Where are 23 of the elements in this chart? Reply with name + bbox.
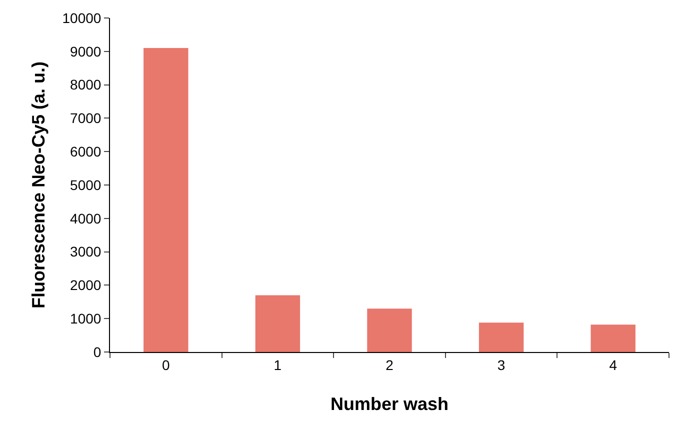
x-tick-label: 1 [274,356,282,373]
y-tick-label: 10000 [62,10,102,26]
y-tick-label: 9000 [70,43,102,60]
y-tick-label: 2000 [70,277,102,294]
x-tick-label: 0 [162,356,170,373]
y-axis-title: Fluorescence Neo-Cy5 (a. u.) [28,61,48,309]
y-tick-label: 8000 [70,76,102,93]
bar [478,322,524,352]
y-tick-label: 1000 [70,310,102,326]
bar [144,48,188,352]
y-tick-label: 3000 [70,244,102,260]
y-tick-label: 0 [93,344,102,360]
bar [367,308,412,352]
y-tick-label: 5000 [70,176,102,193]
y-tick-label: 4000 [70,210,102,226]
x-tick-label: 4 [609,356,618,373]
y-tick-label: 6000 [70,144,102,160]
y-tick-label: 7000 [70,110,102,126]
x-tick-label: 3 [497,356,506,373]
bar [590,324,636,352]
bar [255,295,300,352]
x-axis-title: Number wash [330,394,449,414]
x-tick-label: 2 [386,356,394,373]
